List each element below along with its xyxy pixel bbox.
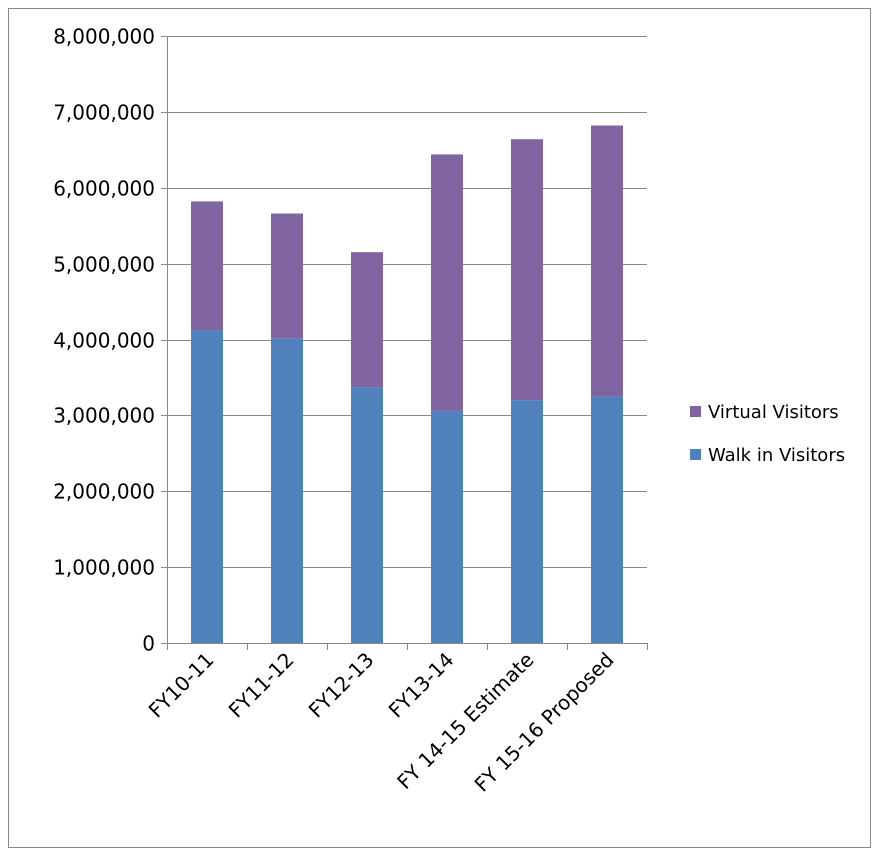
bar-walk-in-visitors-fy-15-16-proposed [591,396,623,643]
y-tick-label: 2,000,000 [53,480,155,504]
bar-walk-in-visitors-fy12-13 [351,387,383,643]
bar-virtual-visitors-fy-14-15-estimate [511,139,543,401]
legend-swatch-walk-in-visitors [690,449,701,460]
y-tick-label: 0 [142,632,155,656]
y-tick-label: 8,000,000 [53,25,155,49]
bar-walk-in-visitors-fy13-14 [431,410,463,643]
legend: Virtual Visitors Walk in Visitors [690,402,845,466]
y-tick-labels: 0 1,000,000 2,000,000 3,000,000 4,000,000 5,0… [53,25,155,656]
bar-virtual-visitors-fy13-14 [431,154,463,411]
bar-walk-in-visitors-fy11-12 [271,338,303,643]
axes [161,36,648,650]
bar-virtual-visitors-fy12-13 [351,252,383,388]
gridlines [167,36,647,568]
bar-walk-in-visitors-fy10-11 [191,330,223,643]
y-tick-label: 7,000,000 [53,101,155,125]
legend-swatch-virtual-visitors [690,406,701,417]
bar-walk-in-visitors-fy-14-15-estimate [511,400,543,643]
bar-virtual-visitors-fy-15-16-proposed [591,125,623,397]
y-tick-label: 1,000,000 [53,556,155,580]
legend-label-virtual-visitors: Virtual Visitors [708,402,839,423]
y-tick-label: 6,000,000 [53,177,155,201]
bar-virtual-visitors-fy10-11 [191,201,223,331]
y-tick-label: 3,000,000 [53,404,155,428]
legend-label-walk-in-visitors: Walk in Visitors [708,445,845,466]
y-tick-label: 5,000,000 [53,253,155,277]
y-tick-label: 4,000,000 [53,329,155,353]
bar-virtual-visitors-fy11-12 [271,213,303,339]
bars [191,125,623,643]
